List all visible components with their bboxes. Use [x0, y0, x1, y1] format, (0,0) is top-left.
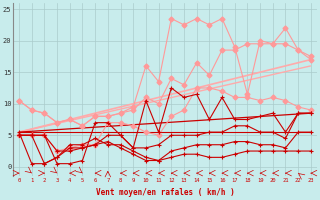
X-axis label: Vent moyen/en rafales ( km/h ): Vent moyen/en rafales ( km/h ) [96, 188, 234, 197]
